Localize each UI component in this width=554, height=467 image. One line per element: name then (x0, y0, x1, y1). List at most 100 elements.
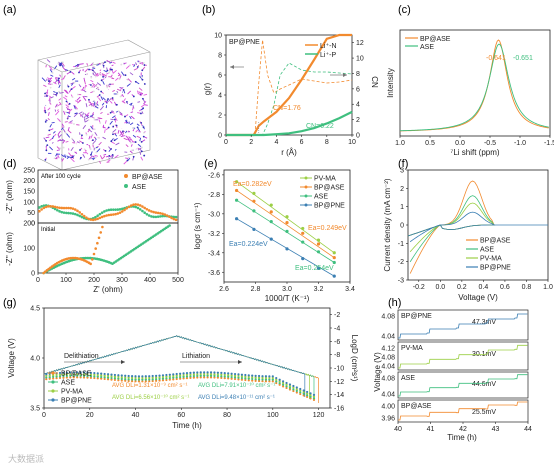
logd-point (285, 383, 288, 386)
atom (97, 136, 100, 139)
atom-bond (94, 132, 98, 136)
atom (112, 133, 114, 136)
logd-point (72, 371, 75, 374)
atom-bond (64, 155, 67, 158)
atom-bond (128, 136, 131, 138)
eis-point (67, 206, 70, 210)
logd-point (120, 376, 123, 379)
x-tick-label: 20 (86, 412, 94, 419)
atom-bond (96, 148, 101, 153)
logd-point (168, 375, 171, 378)
logd-point (65, 376, 68, 379)
logd-point (257, 376, 261, 379)
atom-bond (68, 152, 72, 157)
panel-f-ticks: -0.2 0.0 0.2 0.4 0.6 0.8 1.0 -3 -2 -1 0 1 2 3 (398, 168, 553, 292)
atom (90, 153, 92, 156)
logd-point (244, 373, 247, 377)
eis-point (71, 207, 75, 210)
atom (105, 99, 107, 102)
atom-bond (121, 100, 126, 104)
logd-point (261, 378, 264, 381)
logd-point (199, 371, 202, 374)
atom (107, 126, 110, 129)
data-point (332, 274, 336, 278)
eis-point (101, 225, 104, 229)
panel-c-ticks: 1.0 0.5 0.0 -0.5 -1.0 -1.5 (395, 136, 554, 147)
atom (93, 128, 96, 131)
logd-point (72, 372, 75, 376)
logd-point (161, 374, 165, 377)
panel-g-label: (g) (3, 297, 16, 309)
eis-point (134, 203, 138, 206)
eis-point (132, 203, 135, 206)
logd-point (144, 380, 147, 383)
atom (107, 98, 109, 100)
eis-point (134, 205, 138, 209)
logd-point (227, 377, 230, 380)
atom-bond (104, 76, 107, 79)
logd-point (213, 371, 216, 374)
x-tick-label: 200 (88, 277, 100, 284)
eis-point (40, 205, 43, 208)
atom (94, 75, 97, 78)
logd-point (117, 374, 120, 377)
y-tick-label: -1 (398, 241, 404, 248)
logd-point (168, 376, 171, 380)
data-point (316, 266, 321, 270)
x-tick-label: 1.0 (395, 140, 405, 147)
atom (111, 97, 114, 99)
y-tick-label: -3 (398, 278, 404, 285)
data-point (235, 180, 239, 184)
logd-point (155, 374, 158, 377)
avg-note-bp-pne: AVG DLi=9.48×10⁻¹¹ cm² s⁻¹ (198, 395, 275, 401)
y2-tick-label: -4 (334, 326, 340, 333)
logd-point (62, 373, 65, 376)
x-tick-label: 44 (524, 426, 532, 433)
eis-point (107, 208, 111, 212)
eis-point (76, 209, 79, 213)
eis-point (73, 208, 77, 211)
data-point (316, 242, 321, 246)
voltage-line (43, 335, 319, 403)
x-tick-label: 4 (274, 139, 278, 146)
panel-h: (h) BP@PNE47.3mV4.084.04PV-MA30.1mV4.124… (373, 297, 532, 442)
atom-bond (85, 116, 90, 120)
subpanel-name: ASE (401, 375, 415, 382)
logd-point (62, 371, 65, 374)
logd-point (254, 378, 257, 381)
x-tick-label: 0 (224, 139, 228, 146)
logd-point (302, 389, 305, 392)
logd-point (275, 378, 278, 381)
atom-bond (114, 154, 119, 159)
logd-point (113, 377, 117, 380)
atom-bond (50, 74, 54, 77)
logd-point (261, 380, 264, 383)
eis-point (91, 258, 94, 261)
logd-point (199, 376, 202, 379)
atom (142, 135, 145, 138)
panel-f-xlabel: Voltage (V) (458, 293, 498, 302)
logd-point (227, 375, 230, 378)
atom-bond (123, 137, 128, 141)
logd-point (244, 377, 247, 380)
atom-bond (98, 62, 101, 65)
panel-d-ticks: 0 100 200 300 400 500 0 50 100 150 200 250 0 100 200 (23, 168, 184, 285)
logd-point (213, 374, 216, 377)
logd-point (268, 378, 271, 381)
eis-point (114, 208, 117, 211)
panel-d-top-note: After 100 cycle (41, 174, 81, 180)
atom-bond (132, 106, 134, 111)
atom (44, 92, 46, 95)
atom (45, 149, 48, 152)
x-tick-label: 3.4 (345, 286, 355, 293)
atom (100, 79, 103, 82)
logd-point (278, 383, 281, 386)
logd-point (45, 374, 48, 377)
x-tick-label: 42 (459, 426, 467, 433)
x-tick-label: 43 (492, 426, 500, 433)
logd-point (148, 375, 151, 378)
atom (126, 159, 129, 162)
atom-bond (101, 102, 105, 106)
atom-bond (53, 133, 57, 137)
y2-tick-label: 12 (356, 40, 364, 47)
